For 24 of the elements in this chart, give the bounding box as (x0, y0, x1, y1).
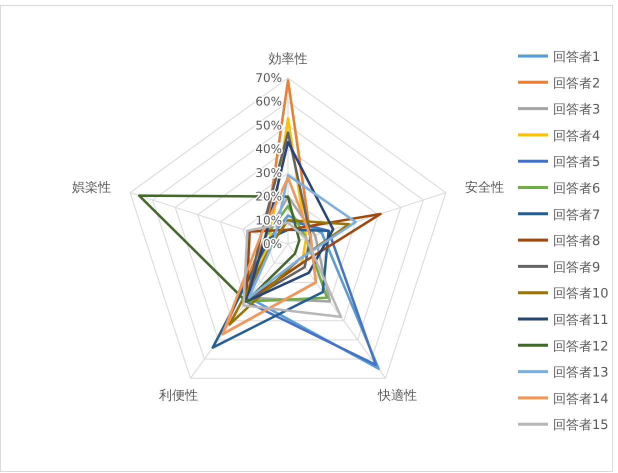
spoke-label: 快適性 (376, 387, 417, 404)
y-tick-label: 20% (255, 190, 282, 204)
legend-label: 回答者8 (553, 234, 600, 250)
legend-label: 回答者3 (553, 102, 600, 118)
y-tick-label: 10% (255, 213, 282, 228)
legend-label: 回答者9 (553, 260, 600, 276)
legend-label: 回答者7 (553, 208, 600, 223)
spoke-label: 娯楽性 (72, 180, 112, 196)
legend-label: 回答者5 (553, 155, 600, 170)
legend-label: 回答者2 (553, 76, 600, 92)
legend-label: 回答者15 (553, 418, 609, 434)
legend-label: 回答者10 (553, 286, 609, 302)
spoke-label: 利便性 (159, 388, 198, 404)
spoke-label: 安全性 (464, 180, 504, 196)
legend-label: 回答者6 (553, 182, 600, 196)
legend-label: 回答者13 (553, 366, 609, 381)
legend-label: 回答者12 (553, 339, 609, 354)
y-tick-label: 60% (255, 94, 282, 109)
legend-label: 回答者11 (553, 313, 609, 328)
legend-label: 回答者4 (553, 128, 600, 144)
spoke-label: 効率性 (268, 51, 308, 67)
legend-label: 回答者14 (553, 392, 609, 407)
y-tick-label: 70% (255, 71, 282, 85)
legend-label: 回答者1 (553, 50, 600, 65)
